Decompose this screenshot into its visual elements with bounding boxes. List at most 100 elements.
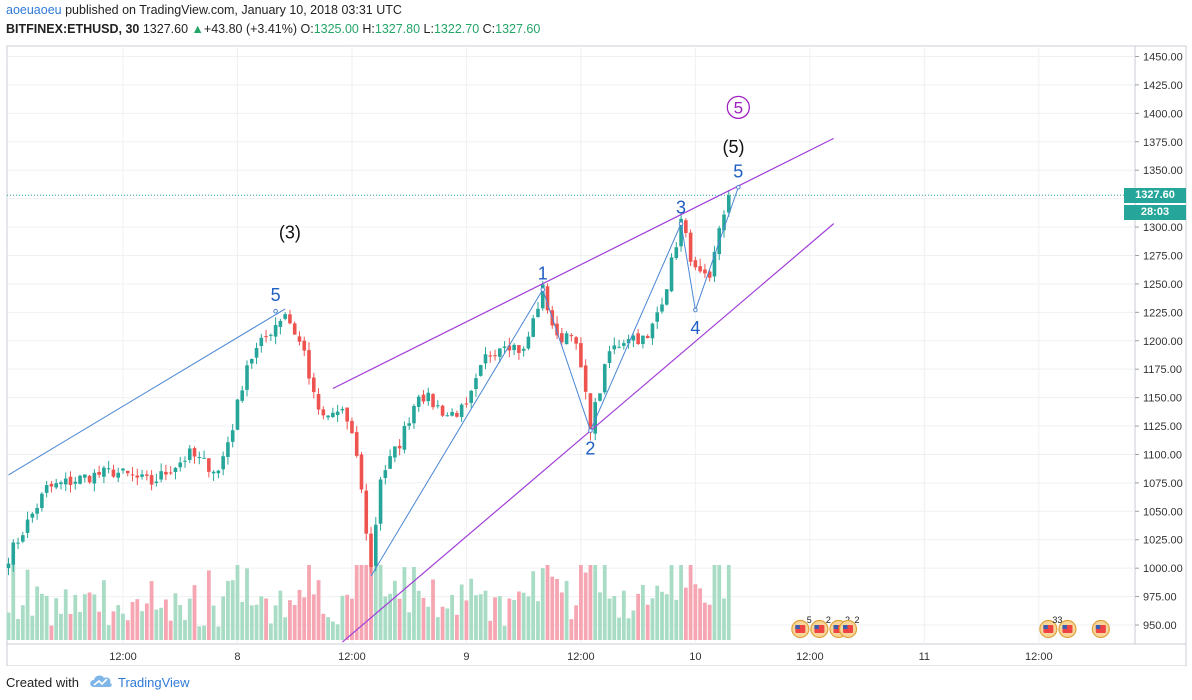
y-tick-label: 1100.00	[1143, 449, 1182, 461]
y-tick-label: 1275.00	[1143, 250, 1183, 262]
author-link[interactable]: aoeuaoeu	[6, 3, 62, 17]
volume-bar	[44, 595, 49, 640]
volume-bar	[130, 602, 135, 640]
last-price: 1327.60	[142, 22, 189, 36]
flag-canton	[1095, 625, 1101, 629]
candle-body	[54, 483, 58, 488]
candle-body	[87, 475, 92, 483]
candle-body	[722, 214, 726, 231]
volume-bar	[63, 589, 68, 640]
volume-bar	[316, 580, 321, 640]
volume-bar	[125, 620, 130, 640]
candle-body	[526, 336, 531, 349]
candle-body	[178, 462, 183, 468]
candle-body	[459, 404, 464, 418]
candle-body	[340, 408, 345, 411]
circled-degree-label: 5	[734, 98, 743, 117]
candle-body	[269, 334, 273, 336]
wave-point	[273, 308, 278, 314]
wave-labels: 5 1 2 3 4 5 (3) (5) 5	[271, 95, 750, 459]
volume-bar	[712, 565, 717, 640]
candle-body	[316, 394, 321, 410]
volume-bar	[397, 598, 402, 640]
candle-body	[307, 350, 311, 379]
wave-label: 3	[676, 198, 686, 218]
volume-bar	[54, 598, 59, 640]
volume-bar	[259, 596, 264, 640]
volume-bar	[626, 618, 631, 640]
candle-body	[655, 312, 660, 322]
volume-bar	[92, 594, 97, 640]
candle-body	[164, 471, 168, 475]
candle-body	[283, 314, 287, 319]
candle-body	[302, 340, 307, 351]
candle-body	[92, 472, 97, 484]
price-axis[interactable]: 950.00 975.00 1000.00 1025.00 1050.00 1075.00…	[1135, 52, 1183, 633]
candle-body	[636, 333, 640, 345]
candle-body	[612, 345, 617, 350]
candle-body	[259, 337, 264, 347]
candle-body	[197, 457, 202, 459]
volume-bar	[674, 599, 679, 640]
flag-canton	[1043, 625, 1048, 629]
candle-body	[560, 333, 564, 343]
volume-bar	[493, 597, 497, 640]
candle-body	[416, 396, 421, 407]
volume-bar	[102, 580, 106, 640]
candle-body	[602, 364, 607, 393]
tradingview-cloud-icon	[90, 675, 112, 687]
time-axis[interactable]: 12:00 8 12:00 9 12:00 10 12:00 11 12:00	[109, 651, 1052, 663]
volume-bar	[39, 593, 44, 640]
volume-bar	[569, 619, 574, 640]
volume-bar	[516, 591, 521, 640]
candle-body	[364, 490, 369, 534]
volume-bar	[369, 565, 373, 640]
candle-body	[59, 482, 63, 485]
symbol-name: BITFINEX:ETHUSD, 30	[6, 22, 140, 36]
candle-body	[130, 474, 135, 476]
volume-bar	[388, 593, 392, 640]
volume-bar	[526, 596, 531, 640]
volume-bar	[206, 570, 211, 640]
tradingview-link[interactable]: TradingView	[118, 675, 190, 690]
candle-body	[11, 542, 16, 565]
volume-bar	[326, 617, 330, 640]
candle-body	[407, 423, 411, 426]
candle-body	[664, 289, 669, 305]
candle-body	[669, 257, 674, 292]
flag-canton	[814, 625, 819, 629]
volume-bar	[230, 580, 235, 640]
volume-bar	[602, 565, 607, 640]
volume-bar	[440, 606, 445, 640]
candle-body	[140, 474, 144, 477]
candle-body	[326, 415, 330, 418]
volume-bar	[268, 623, 273, 640]
event-count: 33	[1052, 615, 1062, 625]
high-value: 1327.80	[374, 22, 421, 36]
x-tick-label: 12:00	[796, 651, 824, 663]
wave-label: 5	[271, 285, 281, 305]
candle-body	[507, 345, 512, 351]
bar-countdown-tag: 28:03	[1124, 205, 1186, 221]
volume-bar	[407, 612, 412, 640]
candle-body	[135, 475, 140, 478]
candle-body	[726, 195, 731, 213]
volume-bar	[59, 613, 63, 640]
volume-bar	[235, 565, 240, 640]
candle-body	[173, 467, 178, 473]
volume-bar	[97, 611, 102, 640]
candle-body	[111, 469, 116, 477]
flag-canton	[833, 625, 838, 629]
event-markers[interactable]: 522233	[791, 615, 1110, 639]
volume-bar	[612, 595, 617, 640]
volume-bar	[464, 600, 469, 640]
candle-body	[6, 563, 11, 569]
candle-body	[297, 336, 302, 342]
volume-bar	[660, 591, 664, 640]
volume-bar	[178, 604, 183, 640]
publish-info: published on TradingView.com, January 10…	[65, 3, 402, 17]
volume-bar	[216, 626, 221, 640]
volume-bar	[645, 604, 650, 640]
candle-body	[531, 318, 535, 337]
